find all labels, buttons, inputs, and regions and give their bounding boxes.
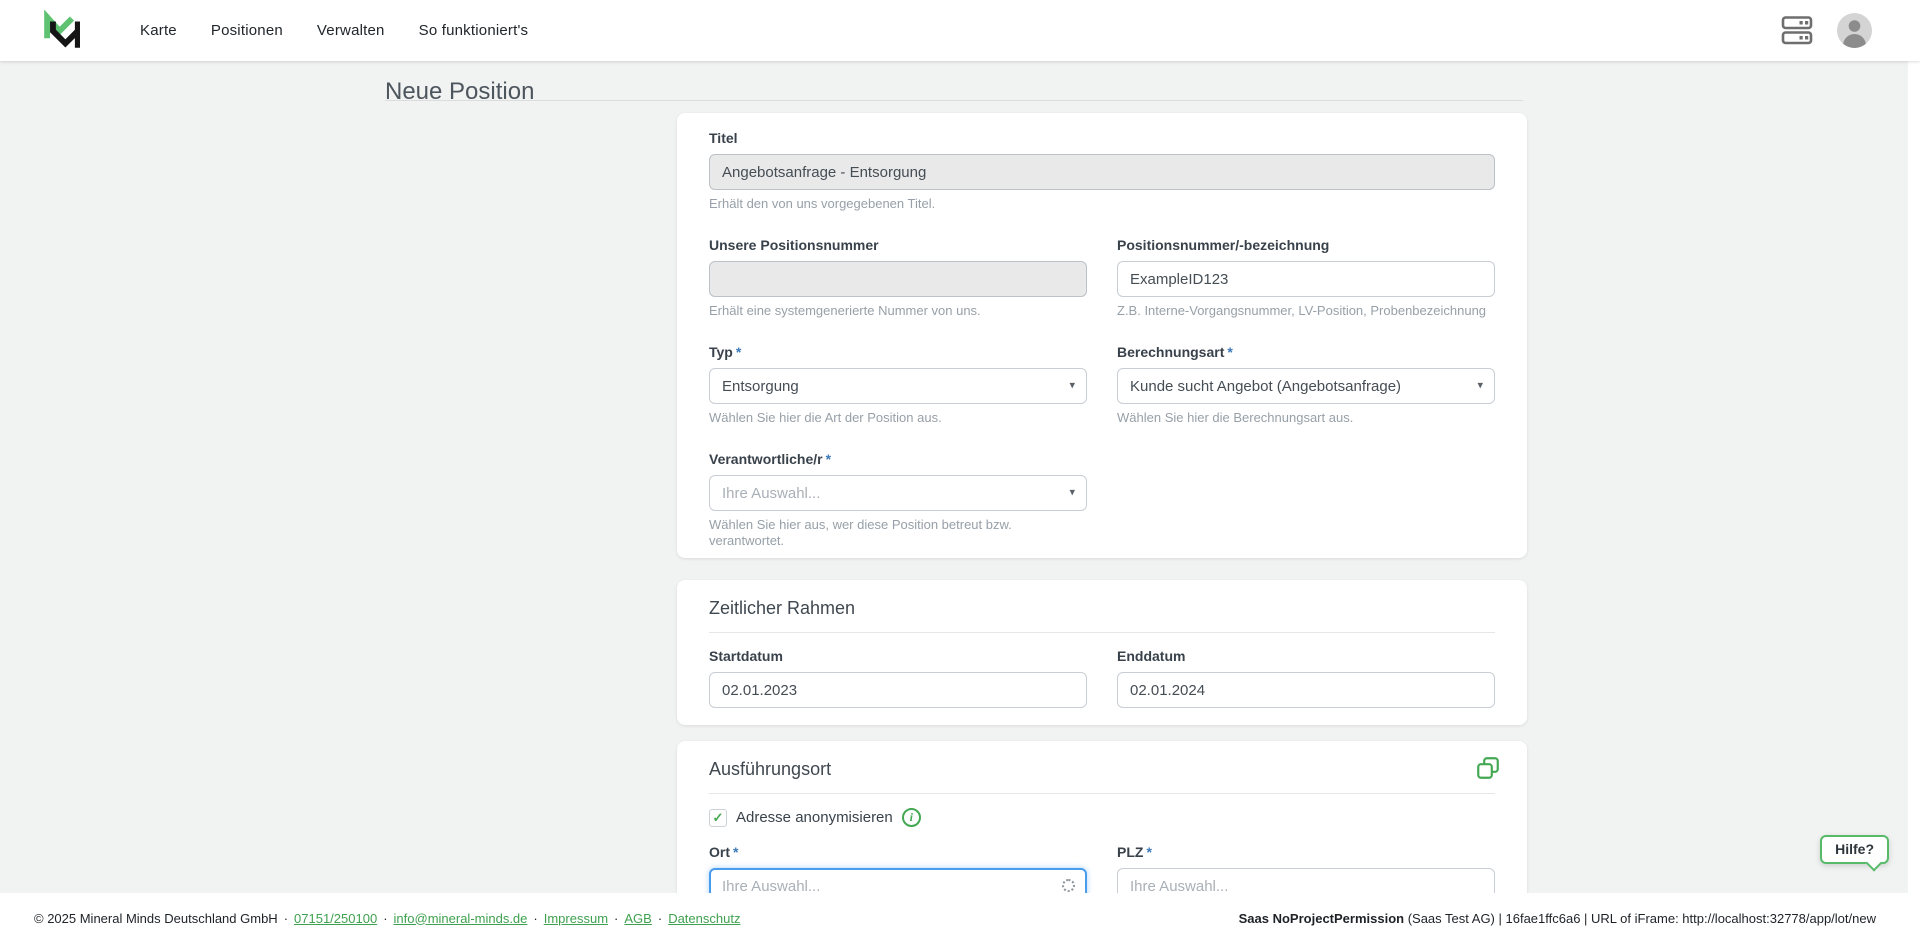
unsere-positionsnummer-field: Unsere Positionsnummer Erhält eine syste… [709,236,1087,319]
environment-details: (Saas Test AG) | 16fae1ffc6a6 | URL of i… [1404,910,1876,926]
positionsnummer-input[interactable] [1117,261,1495,297]
footer-link-datenschutz[interactable]: Datenschutz [668,910,741,926]
title-divider [385,100,1523,101]
typ-label: Typ * [709,343,1087,361]
plz-label-text: PLZ [1117,844,1144,860]
mineral-minds-logo-icon [44,9,80,48]
anonymize-label: Adresse anonymisieren [736,809,893,826]
footer-link-phone[interactable]: 07151/250100 [294,910,378,926]
titel-helper: Erhält den von uns vorgegebenen Titel. [709,196,936,211]
enddatum-input[interactable] [1117,672,1495,708]
footer-link-agb[interactable]: AGB [624,910,652,926]
footer-link-impressum[interactable]: Impressum [543,910,609,926]
unsere-positionsnummer-helper: Erhält eine systemgenerierte Nummer von … [709,303,981,318]
scrollbar-track[interactable] [1908,61,1920,943]
required-asterisk: * [733,844,739,860]
enddatum-label: Enddatum [1117,648,1186,664]
positionsnummer-label: Positionsnummer/-bezeichnung [1117,237,1330,253]
footer-link-email[interactable]: info@mineral-minds.de [393,910,528,926]
footer-separator: · [614,910,619,926]
copy-icon[interactable] [1475,755,1501,781]
typ-field: Typ * Entsorgung ▾ Wählen Sie hier die Ar… [709,343,1087,426]
server-stack-icon[interactable] [1781,15,1813,46]
startdatum-input[interactable] [709,672,1087,708]
loading-spinner-icon [1062,879,1075,892]
location-heading: Ausführungsort [709,759,832,779]
nav-item-karte[interactable]: Karte [140,22,177,39]
footer-environment-info: Saas NoProjectPermission (Saas Test AG) … [1239,911,1876,926]
chevron-down-icon: ▾ [1069,379,1075,392]
environment-name: Saas NoProjectPermission [1238,910,1405,926]
anonymize-row: ✓ Adresse anonymisieren i [709,808,1495,827]
startdatum-field: Startdatum [709,647,1087,708]
card-divider [709,793,1495,794]
titel-input [709,154,1495,190]
help-button[interactable]: Hilfe? [1820,835,1889,864]
nav-item-positionen[interactable]: Positionen [210,22,283,39]
footer-separator: · [657,910,663,926]
typ-select[interactable]: Entsorgung ▾ [709,368,1087,404]
page-title: Neue Position [385,78,535,106]
verantwortliche-label: Verantwortliche/r * [709,450,1087,468]
brand-logo[interactable] [42,9,82,53]
info-icon[interactable]: i [901,808,921,827]
nav-item-verwalten[interactable]: Verwalten [316,22,385,39]
required-asterisk: * [735,344,742,360]
typ-select-value: Entsorgung [722,377,799,395]
positionsnummer-helper: Z.B. Interne-Vorgangsnummer, LV-Position… [1117,303,1487,318]
berechnungsart-select-value: Kunde sucht Angebot (Angebotsanfrage) [1130,377,1402,395]
top-navbar: Karte Positionen Verwalten So funktionie… [0,0,1920,61]
enddatum-field: Enddatum [1117,647,1495,708]
user-avatar[interactable] [1837,13,1872,48]
ort-label: Ort * [709,843,1087,861]
typ-helper: Wählen Sie hier die Art der Position aus… [709,410,942,425]
startdatum-label: Startdatum [709,648,783,664]
plz-label: PLZ * [1117,843,1495,861]
chevron-down-icon: ▾ [1477,379,1483,392]
berechnungsart-helper: Wählen Sie hier die Berechnungsart aus. [1117,410,1354,425]
verantwortliche-label-text: Verantwortliche/r [709,451,823,467]
verantwortliche-select[interactable]: Ihre Auswahl... ▾ [709,475,1087,511]
typ-label-text: Typ [709,344,733,360]
anonymize-checkbox[interactable]: ✓ [709,808,727,827]
titel-field: Titel Erhält den von uns vorgegebenen Ti… [709,129,1495,212]
berechnungsart-select[interactable]: Kunde sucht Angebot (Angebotsanfrage) ▾ [1117,368,1495,404]
nav-item-so-funktionierts[interactable]: So funktioniert's [418,22,529,39]
required-asterisk: * [825,451,832,467]
footer-separator: · [383,910,388,926]
verantwortliche-select-placeholder: Ihre Auswahl... [722,484,821,502]
footer-legal: © 2025 Mineral Minds Deutschland GmbH · … [34,911,740,926]
titel-label: Titel [709,130,738,146]
main-navigation: Karte Positionen Verwalten So funktionie… [140,22,528,39]
ort-label-text: Ort [709,844,730,860]
position-basics-card: Titel Erhält den von uns vorgegebenen Ti… [677,113,1527,558]
verantwortliche-helper: Wählen Sie hier aus, wer diese Position … [709,517,1012,548]
unsere-positionsnummer-label: Unsere Positionsnummer [709,237,879,253]
positionsnummer-field: Positionsnummer/-bezeichnung Z.B. Intern… [1117,236,1495,319]
verantwortliche-field: Verantwortliche/r * Ihre Auswahl... ▾ Wäh… [709,450,1087,549]
required-asterisk: * [1227,344,1233,360]
copyright-text: © 2025 Mineral Minds Deutschland GmbH [34,910,278,926]
required-asterisk: * [1146,844,1152,860]
unsere-positionsnummer-input [709,261,1087,297]
card-divider [709,632,1495,633]
person-icon [1843,20,1866,48]
footer-separator: · [533,910,538,926]
berechnungsart-field: Berechnungsart * Kunde sucht Angebot (Ang… [1117,343,1495,426]
timeframe-heading: Zeitlicher Rahmen [709,598,856,618]
berechnungsart-label-text: Berechnungsart [1117,344,1225,360]
page-footer: © 2025 Mineral Minds Deutschland GmbH · … [0,893,1920,943]
chevron-down-icon: ▾ [1069,486,1075,499]
timeframe-card: Zeitlicher Rahmen Startdatum Enddatum [677,580,1527,725]
footer-separator: · [283,910,289,926]
berechnungsart-label: Berechnungsart * [1117,343,1495,361]
